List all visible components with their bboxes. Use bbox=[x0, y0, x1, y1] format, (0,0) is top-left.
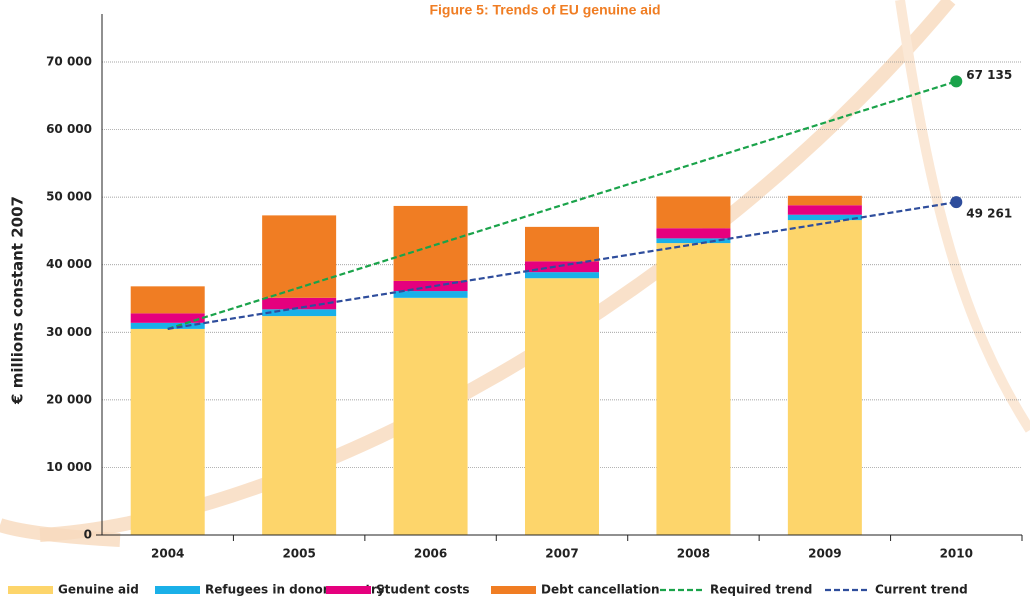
bar-segment bbox=[130, 322, 205, 329]
trend-point bbox=[950, 75, 963, 88]
bar-segment bbox=[656, 196, 731, 229]
bar-segment bbox=[393, 297, 468, 535]
chart-title: Figure 5: Trends of EU genuine aid bbox=[429, 2, 660, 18]
decor bbox=[0, 518, 121, 547]
bar-segment bbox=[262, 309, 337, 317]
bar-segment bbox=[262, 297, 337, 310]
bar-segment bbox=[262, 215, 337, 298]
legend-swatch bbox=[491, 586, 536, 594]
legend-swatch bbox=[155, 586, 200, 594]
bar-segment bbox=[130, 313, 205, 323]
bar-segment bbox=[130, 286, 205, 314]
y-tick-label: 60 000 bbox=[46, 122, 92, 136]
bar-segment bbox=[656, 228, 731, 239]
trend-point bbox=[950, 196, 963, 209]
bar-segment bbox=[262, 316, 337, 535]
bar-segment bbox=[787, 195, 862, 206]
y-tick-label: 0 bbox=[84, 528, 92, 542]
trend-line bbox=[167, 80, 957, 330]
bar-segment bbox=[393, 291, 468, 298]
decor bbox=[895, 0, 1030, 433]
bar-segment bbox=[525, 261, 599, 273]
y-tick-label: 20 000 bbox=[46, 392, 92, 406]
bar-segment bbox=[525, 272, 599, 279]
legend-label: Debt cancellation bbox=[541, 583, 660, 597]
bar-segment bbox=[656, 238, 731, 244]
legend-swatch bbox=[8, 586, 53, 594]
x-tick-label: 2006 bbox=[414, 547, 447, 561]
x-tick-label: 2005 bbox=[282, 547, 315, 561]
x-tick-label: 2009 bbox=[808, 547, 841, 561]
y-axis-title: € millions constant 2007 bbox=[9, 196, 27, 405]
y-tick-label: 30 000 bbox=[46, 325, 92, 339]
bar-segment bbox=[656, 243, 731, 535]
y-tick-label: 50 000 bbox=[46, 190, 92, 204]
bar-segment bbox=[393, 205, 468, 281]
x-tick-label: 2007 bbox=[545, 547, 578, 561]
bar-segment bbox=[525, 278, 599, 535]
bar-segment bbox=[787, 214, 862, 221]
legend-swatch bbox=[326, 586, 371, 594]
y-tick-label: 40 000 bbox=[46, 257, 92, 271]
bar-segment bbox=[525, 226, 599, 262]
value-label: 49 261 bbox=[966, 207, 1012, 221]
x-tick-label: 2004 bbox=[151, 547, 184, 561]
x-tick-label: 2010 bbox=[940, 547, 973, 561]
bar-segment bbox=[787, 205, 862, 215]
bar-segment bbox=[130, 328, 205, 535]
legend-label: Current trend bbox=[875, 583, 968, 597]
x-tick-label: 2008 bbox=[677, 547, 710, 561]
legend-label: Genuine aid bbox=[58, 583, 139, 597]
trend-line bbox=[167, 201, 957, 330]
legend-label: Student costs bbox=[376, 583, 470, 597]
y-tick-label: 70 000 bbox=[46, 55, 92, 69]
legend-label: Required trend bbox=[710, 583, 812, 597]
bar-segment bbox=[787, 220, 862, 536]
value-label: 67 135 bbox=[966, 68, 1012, 82]
y-tick-label: 10 000 bbox=[46, 460, 92, 474]
